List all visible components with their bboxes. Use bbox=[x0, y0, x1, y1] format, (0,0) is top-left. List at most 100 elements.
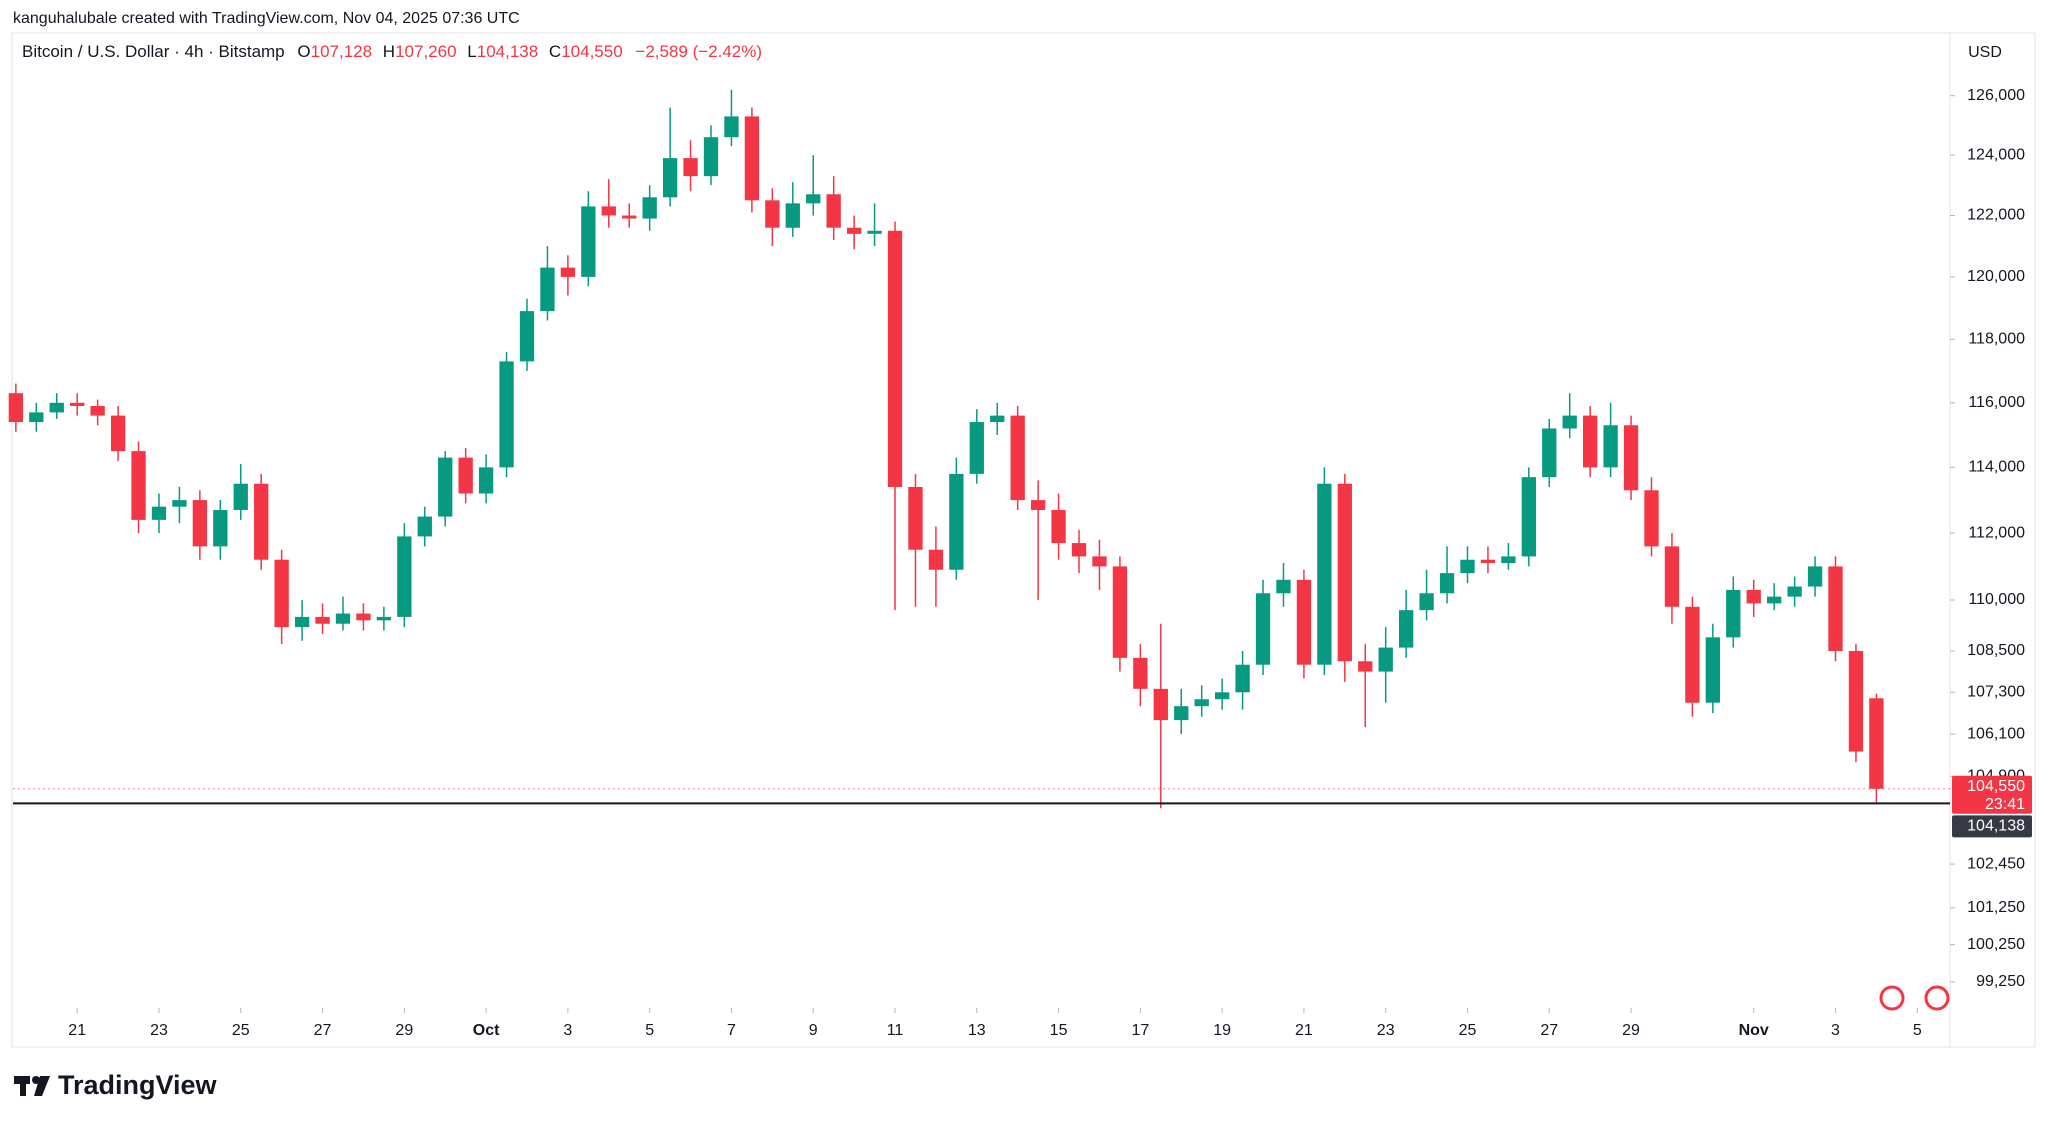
candle-body bbox=[233, 483, 248, 510]
currency: USD bbox=[1968, 44, 2002, 61]
candle-body bbox=[1664, 546, 1680, 607]
candle-body bbox=[969, 422, 984, 474]
candle-body bbox=[703, 137, 719, 177]
x-tick-label: 17 bbox=[1131, 1022, 1149, 1039]
candle-body bbox=[1869, 698, 1884, 789]
candle-body bbox=[1153, 688, 1168, 721]
candles bbox=[8, 89, 1884, 809]
y-tick-label: 114,000 bbox=[1968, 459, 2025, 476]
y-tick-label: 106,100 bbox=[1967, 725, 2025, 742]
ohlc-letter: L bbox=[467, 42, 476, 61]
y-tick-label: 102,450 bbox=[1967, 855, 2025, 872]
candle-body bbox=[990, 415, 1005, 423]
y-tick-label: 116,000 bbox=[1968, 394, 2025, 411]
candle-body bbox=[1603, 425, 1618, 468]
x-tick-label: 29 bbox=[1622, 1022, 1640, 1039]
candle-body bbox=[1235, 664, 1250, 693]
candle-body bbox=[1828, 566, 1843, 652]
last-price-label: 104,550 bbox=[1967, 778, 2025, 795]
candle-body bbox=[949, 473, 964, 570]
candle-body bbox=[1092, 556, 1107, 567]
hline-label: 104,138 bbox=[1967, 818, 2025, 835]
candle-body bbox=[785, 203, 800, 228]
candle-body bbox=[1276, 579, 1291, 594]
candle-body bbox=[1787, 586, 1802, 597]
candle-body bbox=[1807, 566, 1823, 587]
candle-body bbox=[928, 549, 944, 570]
candle-body bbox=[765, 200, 780, 228]
logo-icon bbox=[34, 1076, 50, 1096]
candle-body bbox=[1542, 428, 1557, 478]
y-tick-label: 101,250 bbox=[1967, 899, 2025, 916]
candle-body bbox=[1194, 699, 1209, 707]
x-tick-label: 27 bbox=[1540, 1022, 1558, 1039]
event-icon bbox=[1879, 985, 1905, 1011]
x-tick-label: 5 bbox=[645, 1022, 654, 1039]
candle-body bbox=[1705, 637, 1720, 703]
logo-icon bbox=[20, 1076, 26, 1096]
y-tick-label: 122,000 bbox=[1967, 207, 2025, 224]
candle-body bbox=[417, 516, 432, 537]
x-tick-label: 25 bbox=[232, 1022, 250, 1039]
candle-body bbox=[70, 402, 85, 406]
symbol: Bitcoin / U.S. Dollar · 4h · Bitstamp bbox=[22, 42, 285, 61]
candle-body bbox=[1337, 483, 1352, 662]
ohlc-value: 104,550 bbox=[561, 42, 622, 61]
candle-body bbox=[397, 536, 412, 617]
candle-body bbox=[1460, 559, 1475, 574]
candle-body bbox=[438, 457, 453, 517]
y-tick-label: 110,000 bbox=[1968, 591, 2025, 608]
x-tick-label: 13 bbox=[968, 1022, 986, 1039]
candle-body bbox=[1398, 610, 1414, 648]
candle-body bbox=[172, 500, 187, 507]
logo-icon bbox=[32, 1076, 40, 1084]
candle-body bbox=[540, 267, 555, 312]
candle-body bbox=[192, 500, 208, 547]
candle-body bbox=[887, 230, 903, 487]
candle-body bbox=[1071, 543, 1087, 557]
x-tick-label: 9 bbox=[809, 1022, 818, 1039]
y-tick-label: 99,250 bbox=[1976, 973, 2025, 990]
candle-body bbox=[560, 267, 576, 277]
candle-body bbox=[29, 412, 44, 423]
candle-body bbox=[1255, 593, 1271, 665]
y-tick-label: 112,000 bbox=[1968, 524, 2025, 541]
x-tick-label: 27 bbox=[314, 1022, 332, 1039]
logo: TradingView bbox=[14, 1070, 218, 1100]
candle-body bbox=[581, 206, 596, 277]
ohlc-value: 104,138 bbox=[477, 42, 538, 61]
x-tick-label: 15 bbox=[1050, 1022, 1068, 1039]
candle-body bbox=[90, 405, 105, 416]
hline-box bbox=[1952, 815, 2032, 838]
candle-body bbox=[846, 227, 862, 234]
candle-body bbox=[1030, 500, 1046, 510]
credit: kanguhalubale created with TradingView.c… bbox=[13, 10, 520, 27]
candle-body bbox=[867, 230, 882, 234]
candle-body bbox=[151, 506, 167, 520]
candle-body bbox=[356, 613, 371, 621]
candle-body bbox=[274, 559, 289, 628]
candle-body bbox=[1317, 483, 1332, 665]
candle-body bbox=[826, 194, 841, 228]
candle-body bbox=[254, 483, 269, 560]
chart-frame bbox=[11, 32, 2036, 1048]
candle-body bbox=[335, 613, 351, 624]
ohlc-value: 107,260 bbox=[395, 42, 456, 61]
y-tick-label: 118,000 bbox=[1968, 331, 2025, 348]
x-tick-label: 19 bbox=[1213, 1022, 1231, 1039]
candle-body bbox=[1174, 706, 1189, 721]
candle-body bbox=[806, 194, 821, 204]
y-tick-label: 107,300 bbox=[1967, 684, 2025, 701]
candle-body bbox=[315, 616, 330, 624]
candle-body bbox=[1112, 566, 1128, 658]
candle-body bbox=[601, 206, 616, 216]
candle-body bbox=[1767, 596, 1782, 604]
ohlc-letter: C bbox=[549, 42, 561, 61]
candle-body bbox=[213, 509, 228, 547]
change: −2,589 (−2.42%) bbox=[635, 42, 762, 61]
x-tick-label: 23 bbox=[150, 1022, 168, 1039]
candle-body bbox=[1685, 606, 1700, 703]
logo-text: TradingView bbox=[58, 1070, 218, 1100]
